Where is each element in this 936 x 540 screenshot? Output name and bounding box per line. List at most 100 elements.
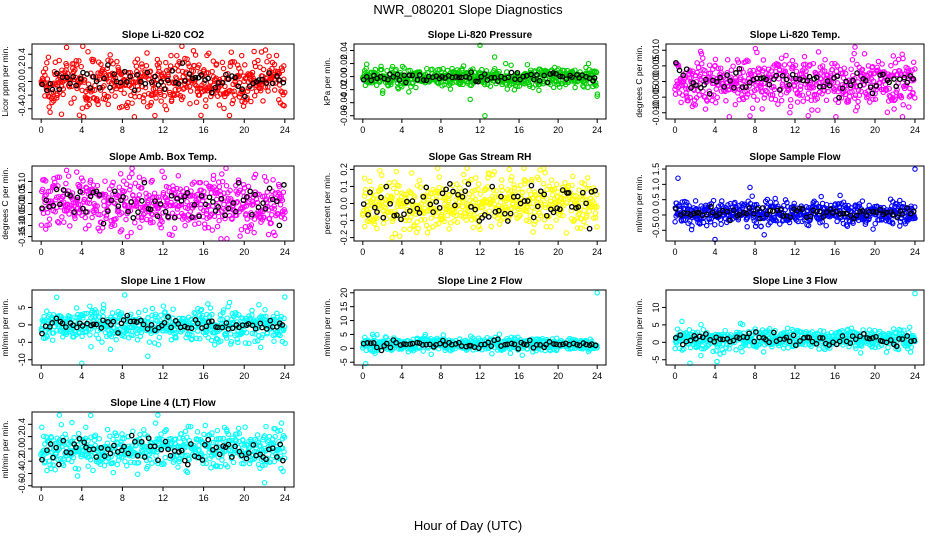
x-tick-label: 8 <box>120 247 125 257</box>
data-point <box>823 97 830 104</box>
data-point <box>477 191 484 197</box>
y-tick-label: 1.5 <box>651 163 661 176</box>
reference-point <box>491 74 498 81</box>
data-point <box>257 87 264 94</box>
reference-point <box>161 86 168 92</box>
reference-point <box>394 71 401 78</box>
data-point <box>140 98 147 105</box>
data-point <box>260 98 266 104</box>
data-point <box>899 51 905 58</box>
data-point <box>592 210 599 216</box>
data-point <box>440 65 446 72</box>
x-tick-label: 8 <box>438 125 443 135</box>
data-point <box>556 81 562 87</box>
y-tick-label: 5 <box>17 305 27 310</box>
reference-point <box>531 76 537 83</box>
data-point <box>542 170 548 176</box>
data-point <box>228 49 235 55</box>
data-point <box>481 81 488 88</box>
data-point <box>112 93 118 99</box>
reference-point <box>401 72 408 79</box>
data-point <box>818 193 824 200</box>
reference-point <box>189 75 196 82</box>
data-point <box>105 93 112 100</box>
data-point <box>380 220 387 227</box>
data-point <box>102 178 108 184</box>
data-point <box>148 99 155 106</box>
reference-point <box>563 76 570 82</box>
data-point <box>374 225 380 232</box>
data-point <box>884 109 891 116</box>
y-tick-label: -5 <box>17 338 27 346</box>
x-tick-label: 12 <box>790 247 800 257</box>
reference-point <box>280 79 287 86</box>
data-point <box>63 63 70 69</box>
data-point <box>129 170 135 177</box>
data-point <box>703 222 710 229</box>
data-point <box>852 44 858 50</box>
data-point <box>50 98 57 104</box>
data-point <box>171 225 178 232</box>
y-tick-label: 0.1 <box>339 180 349 193</box>
data-point <box>201 80 207 86</box>
data-point <box>870 226 876 232</box>
x-tick-label: 4 <box>713 247 718 257</box>
data-point <box>99 66 106 73</box>
x-tick-label: 8 <box>753 125 758 135</box>
data-point <box>71 95 77 102</box>
data-point <box>79 105 86 111</box>
data-point <box>570 173 576 180</box>
data-point <box>491 54 498 60</box>
data-point <box>206 50 212 57</box>
data-point <box>129 165 135 172</box>
data-point <box>262 307 268 313</box>
reference-point <box>783 76 790 83</box>
reference-point <box>505 74 512 81</box>
data-point <box>265 88 271 94</box>
data-point <box>477 42 483 49</box>
reference-point <box>449 74 456 81</box>
data-point <box>516 83 523 89</box>
reference-point <box>420 77 427 83</box>
data-point <box>760 57 767 63</box>
data-point <box>754 97 761 103</box>
data-point <box>205 301 211 307</box>
data-point <box>895 56 902 63</box>
data-point <box>282 294 288 300</box>
reference-point <box>223 71 229 78</box>
data-point <box>761 232 767 238</box>
reference-point <box>896 76 903 83</box>
data-point <box>581 80 588 86</box>
reference-point <box>138 78 144 85</box>
data-point <box>98 61 104 68</box>
data-point <box>86 101 92 108</box>
data-point <box>593 69 600 76</box>
data-point <box>912 95 918 101</box>
panel-title: Slope Li-820 Temp. <box>750 30 841 41</box>
reference-point <box>179 60 186 66</box>
data-point <box>46 104 52 110</box>
data-point <box>229 100 235 107</box>
data-point <box>714 94 720 101</box>
data-point <box>83 97 89 103</box>
data-point <box>508 62 514 69</box>
data-point <box>775 101 781 107</box>
reference-point <box>186 71 193 77</box>
data-points <box>38 165 288 242</box>
reference-point <box>517 76 523 83</box>
data-point <box>851 50 857 57</box>
data-point <box>249 72 255 79</box>
data-point <box>271 338 277 344</box>
data-point <box>128 84 135 91</box>
x-tick-label: 8 <box>120 371 125 381</box>
reference-point <box>139 198 145 204</box>
data-point <box>560 212 566 219</box>
data-point <box>594 93 600 99</box>
data-point <box>232 92 238 98</box>
reference-point <box>266 185 273 192</box>
data-point <box>219 59 226 66</box>
x-tick-label: 12 <box>158 125 168 135</box>
data-point <box>401 226 407 233</box>
data-point <box>139 83 146 90</box>
